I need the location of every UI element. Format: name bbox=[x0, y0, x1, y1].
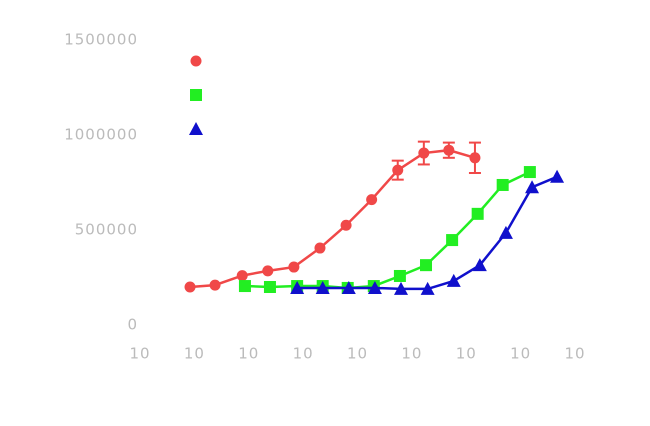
point bbox=[314, 242, 326, 254]
x-tick-label: 10 bbox=[456, 345, 477, 363]
y-tick-label: 500000 bbox=[75, 221, 138, 239]
point bbox=[367, 280, 382, 294]
point bbox=[184, 281, 196, 293]
series-line bbox=[244, 170, 531, 290]
point bbox=[236, 270, 248, 282]
point bbox=[469, 152, 481, 164]
x-tick-label: 10 bbox=[564, 345, 585, 363]
point bbox=[443, 144, 455, 156]
point bbox=[392, 164, 404, 176]
series-line bbox=[189, 148, 476, 289]
point bbox=[262, 265, 274, 277]
x-tick-label: 10 bbox=[238, 345, 259, 363]
y-tick-label: 1500000 bbox=[64, 31, 138, 49]
point bbox=[446, 234, 459, 247]
point bbox=[238, 280, 251, 293]
point bbox=[550, 169, 565, 183]
x-tick-label: 10 bbox=[184, 345, 205, 363]
point bbox=[496, 178, 509, 191]
point bbox=[472, 258, 487, 272]
point bbox=[393, 269, 406, 282]
point bbox=[525, 180, 540, 194]
point bbox=[341, 280, 356, 294]
point bbox=[340, 219, 352, 231]
y-tick-label: 0 bbox=[127, 316, 138, 334]
point bbox=[498, 225, 513, 239]
y-tick-label: 1000000 bbox=[64, 126, 138, 144]
legend-marker bbox=[190, 55, 202, 67]
legend-marker bbox=[190, 89, 202, 101]
point bbox=[315, 280, 330, 294]
x-tick-label: 10 bbox=[129, 345, 150, 363]
point bbox=[420, 281, 435, 295]
x-tick-label: 10 bbox=[347, 345, 368, 363]
point bbox=[394, 281, 408, 295]
legend-marker bbox=[189, 122, 203, 135]
point bbox=[523, 166, 536, 179]
point bbox=[418, 147, 430, 159]
point bbox=[420, 259, 433, 272]
x-tick-label: 10 bbox=[293, 345, 314, 363]
point bbox=[263, 281, 276, 293]
x-tick-label: 10 bbox=[510, 345, 531, 363]
point bbox=[471, 207, 484, 220]
point bbox=[446, 273, 461, 287]
x-tick-label: 10 bbox=[401, 345, 422, 363]
point bbox=[290, 280, 305, 294]
point bbox=[288, 261, 300, 273]
point bbox=[366, 194, 378, 206]
point bbox=[209, 279, 221, 291]
